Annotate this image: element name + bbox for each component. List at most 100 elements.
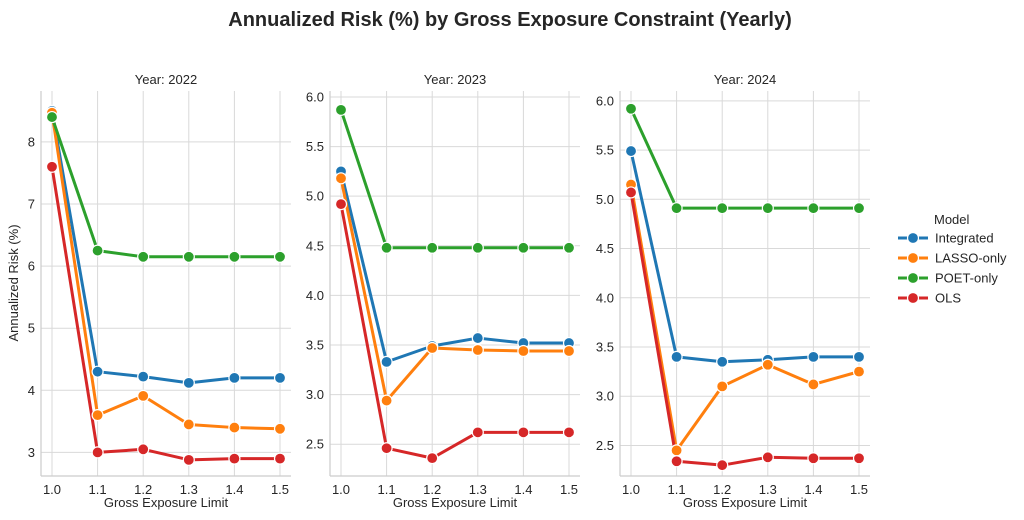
- panel-title: Year: 2023: [424, 72, 486, 87]
- x-tick-label: 1.2: [134, 482, 152, 497]
- data-point-ols: [761, 451, 774, 464]
- chart-panel-2: 2.5 3.0 3.5 4.0 4.5 5.0 5.5 6.0 1.0 1.1 1.2 1.3 1.4 1…: [306, 72, 580, 510]
- data-point-ols: [137, 443, 150, 456]
- data-point-ols: [562, 426, 576, 439]
- data-point-poet-only: [852, 202, 866, 215]
- x-tick-label: 1.5: [271, 482, 289, 497]
- data-point-integrated: [852, 350, 866, 363]
- data-point-lasso-only: [91, 409, 104, 422]
- x-tick-label: 1.5: [560, 482, 578, 497]
- series-line-lasso-only: [629, 183, 861, 452]
- data-point-poet-only: [624, 102, 638, 115]
- y-tick-label: 3: [28, 445, 35, 460]
- data-point-lasso-only: [334, 172, 348, 185]
- chart-title: Annualized Risk (%) by Gross Exposure Co…: [228, 9, 791, 31]
- x-axis-label: Gross Exposure Limit: [393, 495, 518, 510]
- legend-item-label: OLS: [935, 291, 961, 306]
- data-point-poet-only: [182, 250, 195, 263]
- y-tick-label: 8: [28, 134, 35, 149]
- chart-panels: 3 4 5 6 7 8 1.0 1.1 1.2 1.3 1.4 1.5 Year: 2022 Gross …: [6, 72, 870, 510]
- x-tick-label: 1.3: [469, 482, 487, 497]
- data-point-integrated: [670, 350, 683, 363]
- data-point-poet-only: [517, 241, 530, 254]
- data-point-poet-only: [137, 250, 150, 263]
- y-axis-label: Annualized Risk (%): [6, 224, 21, 341]
- x-tick-label: 1.0: [332, 482, 350, 497]
- y-tick-label: 4: [28, 383, 35, 398]
- y-tick-label: 7: [28, 197, 35, 212]
- data-point-lasso-only: [761, 358, 774, 371]
- data-point-lasso-only: [716, 380, 729, 393]
- x-tick-label: 1.4: [804, 482, 822, 497]
- x-tick-label: 1.3: [759, 482, 777, 497]
- legend-item-label: LASSO-only: [935, 251, 1007, 266]
- y-tick-label: 6.0: [306, 89, 324, 104]
- data-point-ols: [380, 442, 393, 455]
- data-point-poet-only: [228, 250, 241, 263]
- data-point-integrated: [273, 371, 287, 384]
- data-point-lasso-only: [807, 378, 820, 391]
- x-tick-label: 1.1: [89, 482, 107, 497]
- series-line-poet-only: [339, 108, 571, 250]
- legend-swatch-marker: [906, 291, 920, 305]
- data-point-ols: [517, 426, 530, 439]
- data-point-ols: [45, 160, 59, 173]
- x-tick-label: 1.4: [225, 482, 243, 497]
- x-tick-label: 1.0: [43, 482, 61, 497]
- data-point-ols: [334, 198, 348, 211]
- series-line-integrated: [629, 149, 861, 364]
- data-point-ols: [273, 452, 287, 465]
- y-tick-label: 2.5: [596, 438, 614, 453]
- chart-panel-1: 3 4 5 6 7 8 1.0 1.1 1.2 1.3 1.4 1.5 Year: 2022 Gross …: [28, 72, 291, 510]
- series-line-ols: [339, 202, 571, 460]
- y-tick-label: 4.5: [596, 241, 614, 256]
- panel-title: Year: 2022: [135, 72, 197, 87]
- data-point-integrated: [182, 376, 195, 389]
- chart-legend: Model Integrated LASSO-only POET-only OLS: [898, 212, 1007, 306]
- data-point-integrated: [137, 370, 150, 383]
- legend-item-label: Integrated: [935, 231, 994, 246]
- data-point-poet-only: [562, 241, 576, 254]
- x-axis-label: Gross Exposure Limit: [104, 495, 229, 510]
- y-tick-label: 3.0: [306, 387, 324, 402]
- x-tick-label: 1.5: [850, 482, 868, 497]
- x-tick-label: 1.1: [668, 482, 686, 497]
- y-tick-label: 3.0: [596, 389, 614, 404]
- data-point-integrated: [471, 331, 484, 345]
- data-point-lasso-only: [228, 421, 241, 434]
- data-point-poet-only: [471, 241, 484, 254]
- data-point-lasso-only: [380, 394, 393, 407]
- series-line-ols: [50, 165, 282, 462]
- y-tick-label: 5.0: [306, 189, 324, 204]
- series-line-integrated: [339, 169, 571, 364]
- data-point-lasso-only: [471, 343, 484, 357]
- data-point-integrated: [624, 144, 638, 158]
- y-tick-label: 5.5: [306, 139, 324, 154]
- y-tick-label: 6: [28, 259, 35, 274]
- y-tick-label: 3.5: [596, 340, 614, 355]
- data-point-ols: [852, 452, 866, 465]
- data-point-poet-only: [91, 244, 104, 257]
- data-point-poet-only: [426, 241, 439, 254]
- y-tick-label: 5.5: [596, 143, 614, 158]
- y-tick-label: 2.5: [306, 437, 324, 452]
- data-point-poet-only: [380, 241, 393, 254]
- data-point-integrated: [228, 371, 241, 384]
- data-point-poet-only: [45, 110, 59, 124]
- series-line-poet-only: [50, 115, 282, 259]
- x-tick-label: 1.2: [713, 482, 731, 497]
- y-tick-label: 4.5: [306, 238, 324, 253]
- data-point-poet-only: [807, 202, 820, 215]
- legend-item-label: POET-only: [935, 271, 998, 286]
- data-point-integrated: [380, 355, 393, 368]
- chart-panel-3: 2.5 3.0 3.5 4.0 4.5 5.0 5.5 6.0 1.0 1.1 1.2 1.3 1.4 1…: [596, 72, 870, 510]
- series-line-poet-only: [629, 107, 861, 210]
- series-line-lasso-only: [50, 111, 282, 431]
- y-tick-label: 5: [28, 321, 35, 336]
- series-line-lasso-only: [339, 176, 571, 403]
- data-point-ols: [807, 452, 820, 465]
- panel-title: Year: 2024: [714, 72, 776, 87]
- y-tick-label: 6.0: [596, 93, 614, 108]
- data-point-ols: [91, 446, 104, 459]
